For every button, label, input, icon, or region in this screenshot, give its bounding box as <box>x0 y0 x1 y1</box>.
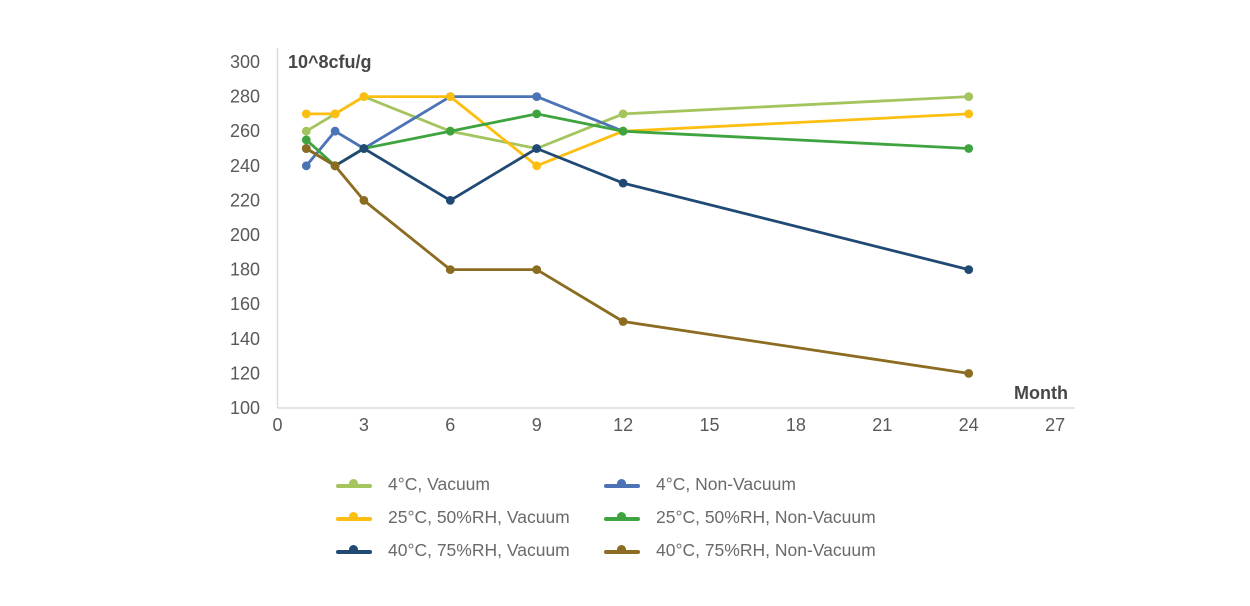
data-point-marker <box>301 126 311 136</box>
y-tick-label: 160 <box>230 294 260 314</box>
x-axis-title: Month <box>1014 383 1068 403</box>
series-marker-icon <box>604 510 640 524</box>
data-point-marker <box>964 92 974 101</box>
data-point-marker <box>532 144 542 153</box>
y-tick-label: 100 <box>230 398 260 418</box>
data-point-marker <box>359 196 369 205</box>
series-line-4 <box>304 147 971 272</box>
x-tick-label: 12 <box>613 415 633 435</box>
y-tick-label: 140 <box>230 329 260 349</box>
y-tick-label: 280 <box>230 87 260 107</box>
series-line-1 <box>304 95 625 168</box>
data-point-marker <box>445 196 455 205</box>
data-point-marker <box>964 369 974 378</box>
legend-label: 4°C, Non-Vacuum <box>656 473 796 494</box>
x-tick-label: 9 <box>532 415 542 435</box>
x-tick-label: 18 <box>786 415 806 435</box>
y-tick-label: 180 <box>230 260 260 280</box>
legend-label: 40°C, 75%RH, Vacuum <box>388 539 570 560</box>
data-point-marker <box>301 144 311 153</box>
data-point-marker <box>964 265 974 274</box>
data-point-marker <box>618 317 628 326</box>
legend-label: 25°C, 50%RH, Non-Vacuum <box>656 506 876 527</box>
data-point-marker <box>964 144 974 153</box>
data-point-marker <box>330 109 340 119</box>
legend-label: 40°C, 75%RH, Non-Vacuum <box>656 539 876 560</box>
series-marker-icon <box>336 510 372 524</box>
legend-item-4c-non-vacuum: 4°C, Non-Vacuum <box>604 474 876 494</box>
data-point-marker <box>301 161 311 171</box>
y-tick-label: 260 <box>230 121 260 141</box>
data-point-marker <box>445 126 455 136</box>
legend-label: 4°C, Vacuum <box>388 473 490 494</box>
x-tick-label: 24 <box>959 415 979 435</box>
data-point-marker <box>532 109 542 119</box>
legend-item-25c-50rh-vacuum: 25°C, 50%RH, Vacuum <box>336 507 604 527</box>
data-point-marker <box>964 109 974 119</box>
y-tick-label: 240 <box>230 156 260 176</box>
x-tick-label: 6 <box>445 415 455 435</box>
data-point-marker <box>532 92 542 101</box>
series-line-3 <box>304 112 971 168</box>
data-point-marker <box>359 92 369 101</box>
data-point-marker <box>532 265 542 274</box>
x-tick-label: 15 <box>699 415 719 435</box>
line-chart-plot: 100 120 140 160 180 200 220 240 260 280 300 0 3 6 9 12 1… <box>230 48 1075 435</box>
data-point-marker <box>359 144 369 153</box>
legend-item-4c-vacuum: 4°C, Vacuum <box>336 474 604 494</box>
data-point-marker <box>618 126 628 136</box>
legend-label: 25°C, 50%RH, Vacuum <box>388 506 570 527</box>
y-tick-label: 220 <box>230 190 260 210</box>
data-point-marker <box>618 178 628 188</box>
x-tick-label: 3 <box>359 415 369 435</box>
x-tick-label: 0 <box>272 415 282 435</box>
series-marker-icon <box>604 543 640 557</box>
series-line-5 <box>304 147 971 375</box>
series-marker-icon <box>336 543 372 557</box>
data-point-marker <box>445 265 455 274</box>
y-tick-label: 300 <box>230 52 260 72</box>
data-point-marker <box>301 135 311 145</box>
data-point-marker <box>301 109 311 119</box>
data-point-marker <box>330 126 340 136</box>
data-point-marker <box>618 109 628 119</box>
y-axis-title: 10^8cfu/g <box>288 52 372 72</box>
y-tick-label: 200 <box>230 225 260 245</box>
series-marker-icon <box>604 477 640 491</box>
data-point-marker <box>532 161 542 171</box>
chart-legend: 4°C, Vacuum 4°C, Non-Vacuum 25°C, 50%RH,… <box>336 474 876 560</box>
data-point-marker <box>330 161 340 171</box>
series-marker-icon <box>336 477 372 491</box>
y-tick-label: 120 <box>230 363 260 383</box>
legend-item-40c-75rh-non-vacuum: 40°C, 75%RH, Non-Vacuum <box>604 540 876 560</box>
x-tick-label: 21 <box>872 415 892 435</box>
data-point-marker <box>445 92 455 101</box>
legend-item-25c-50rh-non-vacuum: 25°C, 50%RH, Non-Vacuum <box>604 507 876 527</box>
x-tick-label: 27 <box>1045 415 1065 435</box>
legend-item-40c-75rh-vacuum: 40°C, 75%RH, Vacuum <box>336 540 604 560</box>
